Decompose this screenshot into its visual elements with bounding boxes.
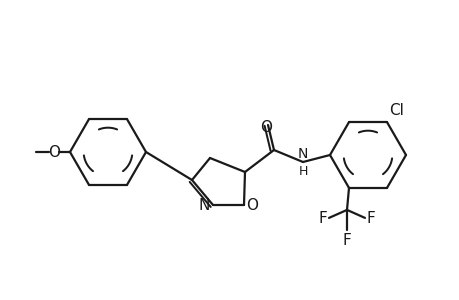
Text: F: F xyxy=(318,212,326,226)
Text: F: F xyxy=(366,212,375,226)
Text: F: F xyxy=(342,233,351,248)
Text: N: N xyxy=(198,199,210,214)
Text: N: N xyxy=(297,147,308,161)
Text: O: O xyxy=(48,145,60,160)
Text: O: O xyxy=(259,120,271,135)
Text: O: O xyxy=(246,199,257,214)
Text: Cl: Cl xyxy=(388,103,403,118)
Text: H: H xyxy=(298,165,307,178)
